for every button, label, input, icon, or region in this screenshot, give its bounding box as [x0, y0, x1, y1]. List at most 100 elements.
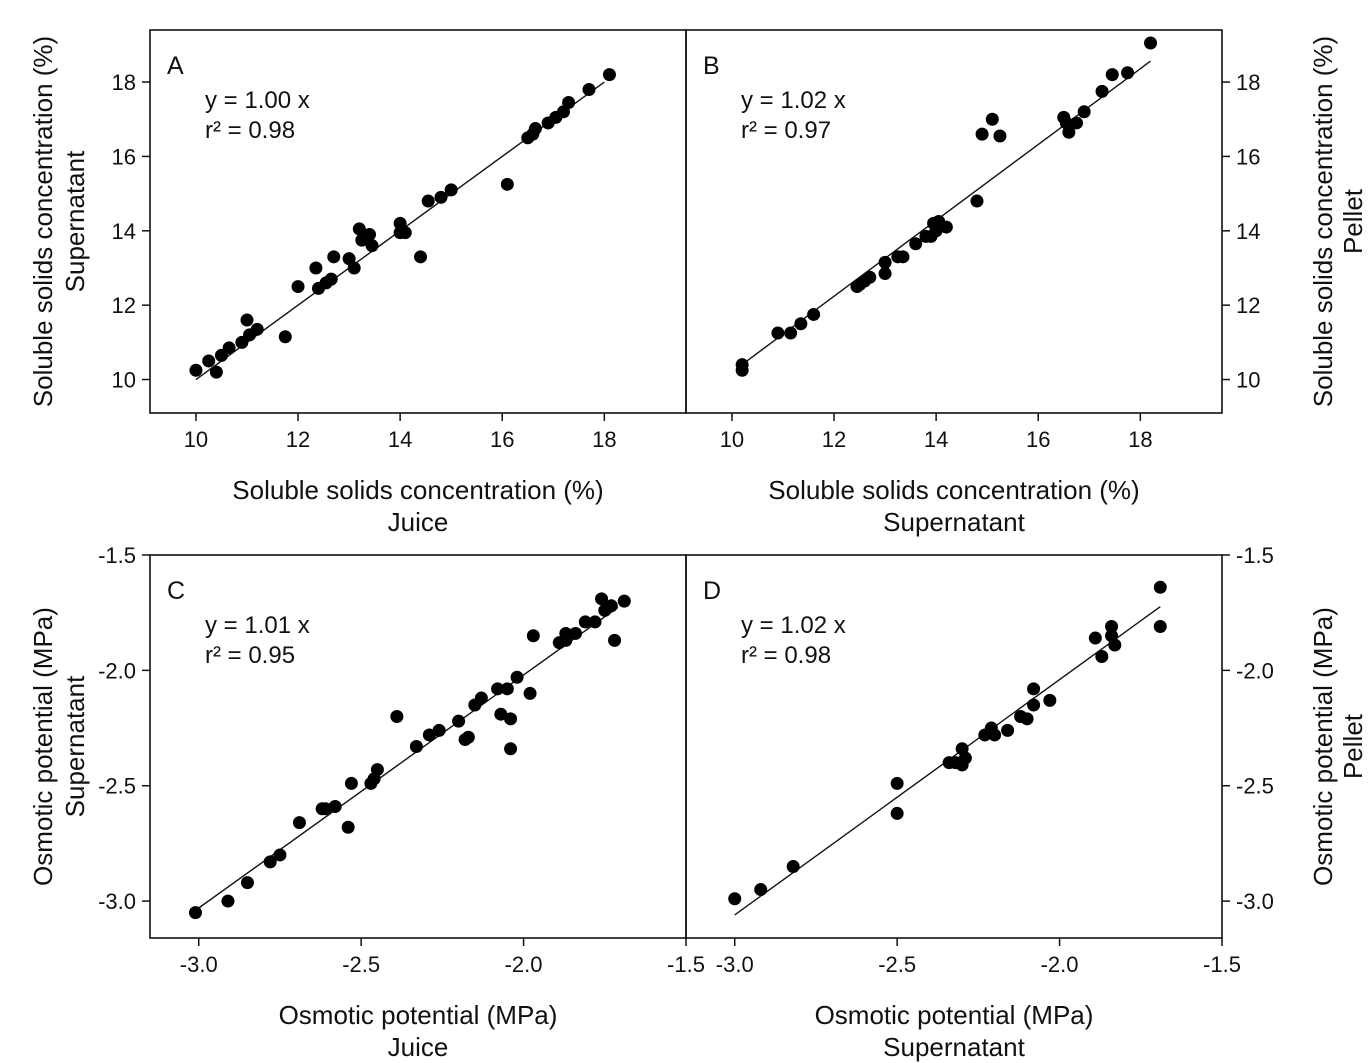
x-tick-label: -3.0 — [716, 952, 754, 977]
data-point — [494, 707, 508, 721]
data-point — [324, 272, 338, 286]
x-tick-label: 10 — [720, 427, 744, 452]
regression-equation: y = 1.00 x — [205, 87, 310, 114]
y-tick-label: 10 — [1236, 368, 1260, 393]
y-tick-label: -3.0 — [1236, 889, 1274, 914]
r-squared: r² = 0.98 — [741, 642, 831, 669]
data-point — [608, 633, 622, 647]
data-point — [500, 682, 514, 696]
data-point — [263, 855, 277, 869]
data-point — [474, 691, 488, 705]
data-point — [390, 710, 404, 724]
panel-frame — [685, 29, 1223, 414]
data-point — [341, 820, 355, 834]
y-tick-label: 10 — [112, 368, 136, 393]
y-tick-label: 18 — [1236, 70, 1260, 95]
y-tick-label: 12 — [1236, 293, 1260, 318]
data-point — [414, 250, 428, 264]
x-tick-label: 18 — [592, 427, 616, 452]
x-axis-subtitle: Supernatant — [883, 1032, 1025, 1062]
data-point — [1095, 84, 1109, 98]
x-tick-label: 14 — [388, 427, 412, 452]
data-point — [970, 194, 984, 208]
x-axis-subtitle: Juice — [388, 1032, 449, 1062]
y-axis-title: Soluble solids concentration (%) — [1308, 36, 1338, 407]
data-point — [500, 177, 514, 191]
data-point — [602, 68, 616, 82]
x-tick-label: -1.5 — [667, 952, 705, 977]
data-point — [398, 226, 412, 240]
panel-letter: B — [703, 52, 720, 80]
x-tick-label: -1.5 — [1203, 952, 1241, 977]
data-point — [504, 742, 518, 756]
r-squared: r² = 0.95 — [205, 642, 295, 669]
data-point — [363, 228, 377, 242]
data-point — [370, 763, 384, 777]
data-point — [878, 267, 892, 281]
data-point — [365, 239, 379, 253]
data-point — [1062, 125, 1076, 139]
data-point — [504, 712, 518, 726]
data-point — [988, 728, 1002, 742]
y-axis-subtitle: Pellet — [1338, 713, 1368, 779]
panel-letter: C — [167, 577, 185, 605]
data-point — [909, 237, 923, 251]
x-axis-subtitle: Supernatant — [883, 507, 1025, 537]
data-point — [292, 816, 306, 830]
data-point — [344, 776, 358, 790]
y-tick-label: 18 — [112, 70, 136, 95]
data-point — [327, 250, 341, 264]
data-point — [422, 728, 436, 742]
y-tick-label: -2.0 — [1236, 658, 1274, 683]
y-tick-label: 16 — [112, 144, 136, 169]
y-tick-label: -2.5 — [98, 774, 136, 799]
data-point — [1027, 698, 1041, 712]
y-tick-label: 16 — [1236, 144, 1260, 169]
data-point — [491, 682, 505, 696]
data-point — [985, 112, 999, 126]
data-point — [562, 96, 576, 110]
x-axis-title: Osmotic potential (MPa) — [815, 1000, 1094, 1030]
data-point — [1095, 650, 1109, 664]
data-point — [409, 740, 423, 753]
data-point — [975, 127, 989, 141]
data-point — [1105, 620, 1119, 634]
r-squared: r² = 0.97 — [741, 117, 831, 144]
y-axis-title: Osmotic potential (MPa) — [1308, 607, 1338, 886]
x-tick-label: 14 — [924, 427, 948, 452]
data-point — [291, 280, 305, 294]
regression-equation: y = 1.02 x — [741, 612, 846, 639]
data-point — [878, 255, 892, 269]
data-point — [240, 313, 254, 327]
data-point — [444, 183, 458, 197]
data-point — [452, 714, 466, 728]
data-point — [1077, 105, 1091, 119]
y-axis-title: Soluble solids concentration (%) — [28, 36, 58, 407]
x-tick-label: 10 — [184, 427, 208, 452]
data-point — [461, 730, 475, 744]
x-tick-label: 16 — [1026, 427, 1050, 452]
data-point — [1020, 712, 1034, 726]
data-point — [318, 802, 332, 816]
data-point — [890, 776, 904, 790]
y-axis-subtitle: Supernatant — [60, 675, 90, 817]
data-point — [595, 592, 609, 606]
data-point — [1027, 682, 1041, 696]
x-axis-title: Soluble solids concentration (%) — [768, 475, 1139, 505]
data-point — [890, 806, 904, 820]
data-point — [209, 365, 223, 379]
data-point — [1088, 631, 1102, 645]
data-point — [578, 615, 592, 629]
data-point — [347, 261, 361, 275]
data-point — [896, 250, 910, 264]
data-point — [278, 330, 292, 344]
y-tick-label: 12 — [112, 293, 136, 318]
x-tick-label: -3.0 — [180, 952, 218, 977]
data-point — [222, 341, 236, 355]
data-point — [617, 594, 631, 608]
data-point — [993, 129, 1007, 143]
y-tick-label: -2.5 — [1236, 774, 1274, 799]
data-point — [735, 358, 749, 372]
data-point — [794, 317, 808, 331]
y-axis-title: Osmotic potential (MPa) — [28, 607, 58, 886]
